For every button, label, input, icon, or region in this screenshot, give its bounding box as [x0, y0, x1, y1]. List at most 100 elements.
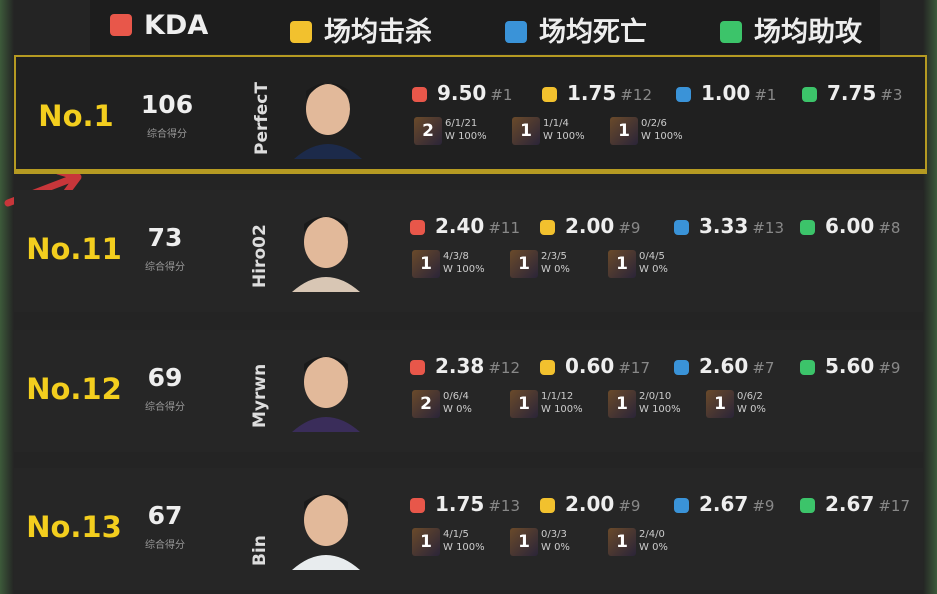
stat: 9.50 #1: [412, 81, 512, 105]
stat-value: 9.50: [437, 81, 487, 105]
stat: 2.67 #9: [674, 492, 774, 516]
player-row: No.12 69 综合得分 Myrwn 2.38 #12 0.60 #17 2.60 #7 5.60…: [14, 330, 923, 452]
stat-value: 2.00: [565, 214, 615, 238]
legend-label: 场均助攻: [754, 17, 862, 48]
champion-kda: 4/1/5: [443, 529, 469, 540]
rank: No.1: [38, 99, 114, 133]
player-name: Bin: [250, 535, 270, 566]
legend-label: KDA: [144, 10, 209, 41]
stat-value: 0.60: [565, 354, 615, 378]
stat-value: 6.00: [825, 214, 875, 238]
stat-rank: #13: [488, 497, 521, 515]
stat-rank: #9: [618, 497, 641, 515]
rank: No.12: [26, 372, 122, 406]
stat-swatch: [540, 360, 555, 375]
champion-icon: 1: [610, 117, 638, 145]
stat-swatch: [412, 87, 427, 102]
player-row: No.1 106 综合得分 PerfecT 9.50 #1 1.75 #12 1.00 #1 7.7…: [14, 55, 927, 174]
stat-rank: #7: [752, 359, 775, 377]
photo-art: [292, 216, 360, 292]
stat: 1.00 #1: [676, 81, 776, 105]
stat-swatch: [674, 498, 689, 513]
champion-winrate: W 0%: [737, 404, 766, 415]
legend-swatch: [290, 21, 312, 43]
stat: 6.00 #8: [800, 214, 900, 238]
score: 67: [147, 501, 183, 530]
champion-winrate: W 100%: [641, 131, 683, 142]
champion-winrate: W 0%: [443, 404, 472, 415]
legend-swatch: [110, 14, 132, 36]
stat-swatch: [542, 87, 557, 102]
player-photo: [286, 202, 366, 292]
legend-item: KDA: [110, 10, 208, 41]
player-name: Myrwn: [250, 363, 270, 428]
score-label: 综合得分: [145, 402, 185, 413]
player-name: Hiro02: [250, 224, 270, 288]
champion-winrate: W 100%: [443, 264, 485, 275]
stat-rank: #8: [878, 219, 901, 237]
champion-kda: 1/1/12: [541, 391, 574, 402]
champion-icon: 1: [706, 390, 734, 418]
champion-winrate: W 0%: [541, 264, 570, 275]
score: 73: [147, 223, 183, 252]
stat: 0.60 #17: [540, 354, 650, 378]
champion-kda: 6/1/21: [445, 118, 478, 129]
player-photo: [288, 69, 368, 159]
score-label: 综合得分: [147, 129, 187, 140]
stat-value: 2.67: [699, 492, 749, 516]
champion-kda: 2/4/0: [639, 529, 665, 540]
champion-icon: 2: [412, 390, 440, 418]
champion-kda: 1/1/4: [543, 118, 569, 129]
legend-item: 场均死亡: [505, 10, 647, 49]
score: 106: [140, 90, 194, 119]
stat-value: 1.00: [701, 81, 751, 105]
player-name: PerfecT: [252, 82, 272, 155]
stat-rank: #13: [752, 219, 785, 237]
stat: 2.38 #12: [410, 354, 520, 378]
stat-swatch: [410, 360, 425, 375]
stat-swatch: [800, 360, 815, 375]
legend-label: 场均死亡: [539, 17, 647, 48]
stat: 2.00 #9: [540, 214, 640, 238]
photo-art: [292, 494, 360, 570]
player-photo: [286, 480, 366, 570]
stat-swatch: [674, 220, 689, 235]
stat-rank: #9: [878, 359, 901, 377]
stat: 2.40 #11: [410, 214, 520, 238]
photo-art: [292, 356, 360, 432]
stat-swatch: [540, 498, 555, 513]
stat: 1.75 #12: [542, 81, 652, 105]
stat-rank: #17: [618, 359, 651, 377]
stat-value: 1.75: [435, 492, 485, 516]
stat-rank: #11: [488, 219, 521, 237]
champion-kda: 2/3/5: [541, 251, 567, 262]
legend-label: 场均击杀: [324, 17, 432, 48]
champion-icon: 1: [510, 250, 538, 278]
stat-swatch: [800, 498, 815, 513]
stat-swatch: [540, 220, 555, 235]
stat: 1.75 #13: [410, 492, 520, 516]
champion-winrate: W 100%: [543, 131, 585, 142]
stat-value: 2.60: [699, 354, 749, 378]
legend-item: 场均助攻: [720, 10, 862, 49]
stat-value: 2.40: [435, 214, 485, 238]
stat: 2.60 #7: [674, 354, 774, 378]
stat-rank: #12: [488, 359, 521, 377]
player-row: No.13 67 综合得分 Bin 1.75 #13 2.00 #9 2.67 #9 2.67 #17…: [14, 468, 923, 590]
champion-winrate: W 0%: [639, 264, 668, 275]
stat-rank: #1: [490, 86, 513, 104]
legend-bar: KDA 场均击杀 场均死亡 场均助攻: [90, 0, 880, 54]
champion-kda: 0/3/3: [541, 529, 567, 540]
legend-swatch: [505, 21, 527, 43]
champion-winrate: W 100%: [445, 131, 487, 142]
champion-kda: 0/6/2: [737, 391, 763, 402]
stat-swatch: [410, 220, 425, 235]
stat-swatch: [410, 498, 425, 513]
stat: 7.75 #3: [802, 81, 902, 105]
champion-kda: 4/3/8: [443, 251, 469, 262]
score-label: 综合得分: [145, 262, 185, 273]
champion-icon: 1: [608, 390, 636, 418]
rank: No.13: [26, 510, 122, 544]
champion-winrate: W 100%: [443, 542, 485, 553]
